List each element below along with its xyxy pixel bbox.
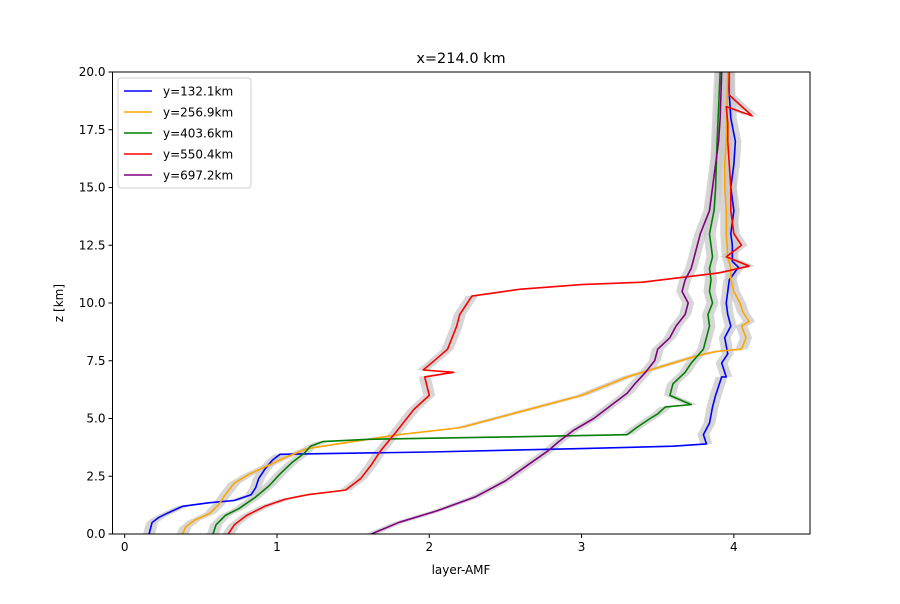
y-tick-label: 17.5 xyxy=(79,123,106,137)
x-axis-ticks: 0 1 2 3 4 xyxy=(121,534,738,554)
legend-label: y=132.1km xyxy=(163,85,233,99)
x-tick-label: 4 xyxy=(730,540,738,554)
legend-label: y=550.4km xyxy=(163,148,233,162)
x-axis-label: layer-AMF xyxy=(432,563,491,577)
uncertainty-band xyxy=(176,72,756,534)
y-tick-label: 12.5 xyxy=(79,238,106,252)
y-tick-label: 5.0 xyxy=(86,412,105,426)
legend-label: y=697.2km xyxy=(163,169,233,183)
y-axis-label: z [km] xyxy=(52,284,66,322)
y-tick-label: 2.5 xyxy=(86,469,105,483)
y-tick-label: 0.0 xyxy=(86,527,105,541)
series-line xyxy=(212,71,721,535)
series-line xyxy=(371,71,723,535)
legend: y=132.1km y=256.9km y=403.6km y=550.4km y=69… xyxy=(117,77,252,189)
uncertainty-bands xyxy=(143,72,759,534)
y-tick-label: 15.0 xyxy=(79,181,106,195)
series-lines xyxy=(148,71,753,535)
y-tick-label: 10.0 xyxy=(79,296,106,310)
x-tick-label: 2 xyxy=(425,540,433,554)
legend-box xyxy=(117,77,252,189)
legend-label: y=403.6km xyxy=(163,127,233,141)
y-axis-ticks: 0.0 2.5 5.0 7.5 10.0 12.5 15.0 17.5 20.0 xyxy=(79,65,113,541)
series-line xyxy=(148,71,740,535)
x-tick-label: 0 xyxy=(121,540,129,554)
series-line xyxy=(227,72,753,535)
legend-label: y=256.9km xyxy=(163,106,233,120)
x-tick-label: 1 xyxy=(273,540,281,554)
series-line xyxy=(181,71,750,535)
x-tick-label: 3 xyxy=(578,540,586,554)
chart-title: x=214.0 km xyxy=(416,51,505,67)
y-tick-label: 20.0 xyxy=(79,65,106,79)
y-tick-label: 7.5 xyxy=(86,354,105,368)
